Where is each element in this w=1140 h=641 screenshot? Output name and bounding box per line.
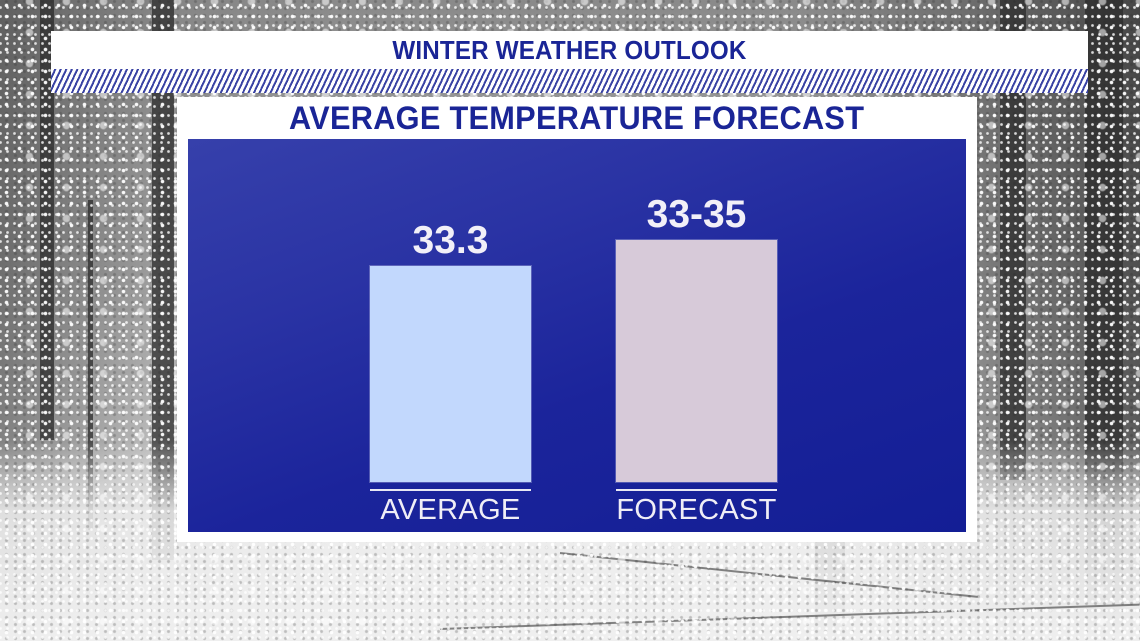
chart-title-text: AVERAGE TEMPERATURE FORECAST	[289, 99, 865, 136]
bar-value-average: 33.3	[412, 219, 489, 262]
bar-baseline-forecast	[616, 489, 777, 491]
bar-label-forecast: FORECAST	[616, 494, 777, 526]
chart-panel: AVERAGE TEMPERATURE FORECAST 33.3 AVERAG…	[177, 97, 977, 542]
outlook-banner: WINTER WEATHER OUTLOOK	[51, 31, 1088, 93]
bar-average	[370, 266, 531, 482]
bar-label-average: AVERAGE	[380, 494, 521, 526]
banner-hatch-stripe	[51, 69, 1088, 93]
banner-title-bar: WINTER WEATHER OUTLOOK	[51, 31, 1088, 69]
banner-title: WINTER WEATHER OUTLOOK	[392, 34, 747, 65]
bar-baseline-average	[370, 489, 531, 491]
bar-forecast	[616, 240, 777, 482]
bar-group-forecast: 33-35 FORECAST	[616, 139, 777, 532]
chart-title: AVERAGE TEMPERATURE FORECAST	[177, 97, 977, 139]
bar-value-forecast: 33-35	[646, 193, 747, 236]
bar-group-average: 33.3 AVERAGE	[370, 139, 531, 532]
plot-area: 33.3 AVERAGE 33-35 FORECAST	[188, 139, 966, 532]
